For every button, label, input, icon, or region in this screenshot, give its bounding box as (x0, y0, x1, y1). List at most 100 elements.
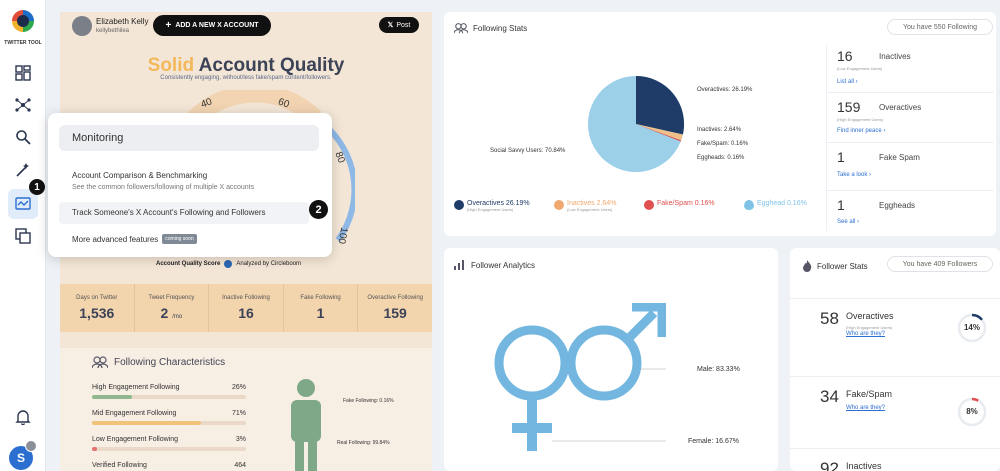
app-logo[interactable] (12, 10, 34, 32)
stat-value: 1 (316, 305, 325, 321)
logo-text: TWITTER TOOL (4, 40, 42, 46)
following-pie-chart (588, 75, 685, 172)
quality-title: Solid Account Quality (60, 55, 432, 77)
rstat-eggheads: 1 Eggheads See all › (827, 190, 994, 234)
pie-label-fake: Fake/Spam: 0.16% (697, 141, 749, 147)
legend-egghead: Egghead 0.16% (744, 200, 807, 210)
legend-fake: Fake/Spam 0.16% (644, 200, 715, 210)
see-all-link[interactable]: See all › (837, 219, 860, 225)
stat-fake: Fake Following 1 (284, 284, 359, 332)
popup-header: Monitoring (59, 125, 319, 151)
fc-row-high: High Engagement Following 26% (92, 384, 246, 399)
fake-spam-ring: 8% (957, 397, 987, 427)
advanced-label: More advanced features (72, 234, 159, 244)
legend-overactives: Overactives 26.19% (High Engagement Users… (454, 200, 530, 212)
stat-overactive: Overactive Following 159 (358, 284, 432, 332)
quality-footer: Account Quality Score Analyzed by Circleb… (156, 260, 301, 268)
menu-item-track-following[interactable]: Track Someone's X Account's Following an… (59, 202, 309, 224)
characteristics-title: Following Characteristics (92, 356, 225, 368)
person-icon (291, 379, 326, 471)
account-name: Elizabeth Kelly (96, 17, 149, 26)
analyzed-by: Analyzed by Circleboom (236, 261, 302, 267)
post-button[interactable]: 𝕏 Post (379, 17, 419, 33)
stat-label: Overactive Following (367, 295, 424, 301)
quality-title-rest: Account Quality (198, 55, 345, 76)
real-following-label: Real Following: 99.84% (337, 440, 390, 446)
pie-label-social: Social Savvy Users: 70.84% (490, 148, 566, 154)
gender-symbols (494, 303, 666, 451)
stat-label: Fake Following (300, 295, 341, 301)
stat-label: Inactive Following (222, 295, 270, 301)
stat-value: 16 (238, 305, 254, 321)
fc-row-verified: Verified Following 464 (92, 462, 246, 469)
follower-analytics-title: Follower Analytics (454, 260, 535, 270)
fake-following-label: Fake Following: 0.16% (343, 398, 394, 404)
menu-item-advanced[interactable]: More advanced features coming soon (72, 234, 197, 244)
stat-value: 1,536 (79, 305, 115, 321)
step-badge-2: 2 (309, 200, 328, 219)
follower-stats-title: Follower Stats (802, 260, 868, 272)
stat-tweet-frequency: Tweet Frequency 2 /mo (135, 284, 210, 332)
network-icon[interactable] (15, 97, 31, 113)
fs-row-inactives: 92 Inactives (790, 448, 1000, 471)
stat-value: 159 (383, 305, 407, 321)
following-stats-title: Following Stats (454, 22, 527, 34)
users-icon (454, 23, 468, 34)
fs-row-fake-spam: 34 Fake/Spam Who are they? 8% (790, 376, 1000, 448)
mini-avatar (25, 440, 37, 452)
user-avatar[interactable]: S (9, 446, 33, 470)
who-are-they-link[interactable]: Who are they? (846, 405, 886, 411)
stat-value: 2 /mo (160, 305, 183, 321)
following-count-pill: You have 550 Following (887, 19, 993, 35)
pie-label-overactives: Overactives: 26.19% (697, 87, 753, 93)
stat-label: Days on Twitter (76, 295, 118, 301)
take-a-look-link[interactable]: Take a look › (837, 172, 872, 178)
score-label: Account Quality Score (156, 261, 221, 267)
account-avatar (72, 16, 92, 36)
post-label: Post (396, 21, 411, 29)
divider (826, 45, 827, 231)
female-label: Female: 16.67% (688, 438, 739, 445)
fc-row-mid: Mid Engagement Following 71% (92, 410, 246, 425)
add-account-button[interactable]: + ADD A NEW X ACCOUNT (153, 15, 271, 36)
characteristics-title-text: Following Characteristics (114, 356, 226, 368)
stats-row: Days on Twitter 1,536 Tweet Frequency 2 /m… (60, 284, 432, 332)
bell-icon[interactable] (15, 409, 31, 426)
list-all-link[interactable]: List all › (837, 79, 858, 85)
pie-label-eggheads: Eggheads: 0.16% (697, 155, 745, 161)
flame-icon (803, 260, 812, 272)
search-icon[interactable] (15, 129, 31, 145)
fs-row-overactives: 58 Overactives (High Engagement Users) Who … (790, 298, 1000, 376)
magic-icon[interactable] (15, 162, 31, 178)
menu-item-comparison-sub: See the common followers/following of mu… (72, 184, 255, 191)
users-icon (92, 356, 108, 368)
follower-stats-card (790, 248, 1000, 471)
copy-icon[interactable] (15, 228, 31, 244)
coming-soon-badge: coming soon (162, 234, 197, 244)
rstat-fake-spam: 1 Fake Spam Take a look › (827, 142, 994, 190)
stat-inactive: Inactive Following 16 (209, 284, 284, 332)
add-account-label: ADD A NEW X ACCOUNT (175, 22, 259, 29)
followers-count-pill: You have 409 Followers (887, 256, 993, 272)
plus-icon: + (165, 20, 172, 31)
rstat-overactives: 159 Overactives (High Engagement Users) Fin… (827, 92, 994, 142)
legend-inactives: Inactives 2.64% (Low Engagement Users) (554, 200, 616, 212)
bar-chart-icon (454, 260, 464, 270)
analytics-icon[interactable] (8, 189, 38, 219)
account-handle: kellybethilea (96, 28, 130, 34)
pie-label-inactives: Inactives: 2.64% (697, 127, 742, 133)
find-inner-peace-link[interactable]: Find inner peace › (837, 128, 886, 134)
account-quality-panel: Elizabeth Kelly kellybethilea + ADD A NEW… (60, 12, 432, 471)
rstat-inactives: 16 Inactives (Low Engagement Users) List al… (837, 48, 911, 85)
sidebar: TWITTER TOOL 1 S (0, 0, 46, 471)
who-are-they-link[interactable]: Who are they? (846, 331, 886, 337)
x-logo-icon: 𝕏 (387, 22, 394, 29)
menu-item-comparison[interactable]: Account Comparison & Benchmarking (72, 171, 208, 180)
quality-subtitle: Consistently engaging, without/less fake… (160, 75, 332, 81)
overactives-ring: 14% (957, 313, 987, 343)
stat-label: Tweet Frequency (148, 295, 195, 301)
monitoring-popup: Monitoring Account Comparison & Benchmar… (48, 113, 332, 257)
following-stats-card (444, 12, 996, 236)
dashboard-icon[interactable] (15, 65, 31, 81)
fc-row-low: Low Engagement Following 3% (92, 436, 246, 451)
